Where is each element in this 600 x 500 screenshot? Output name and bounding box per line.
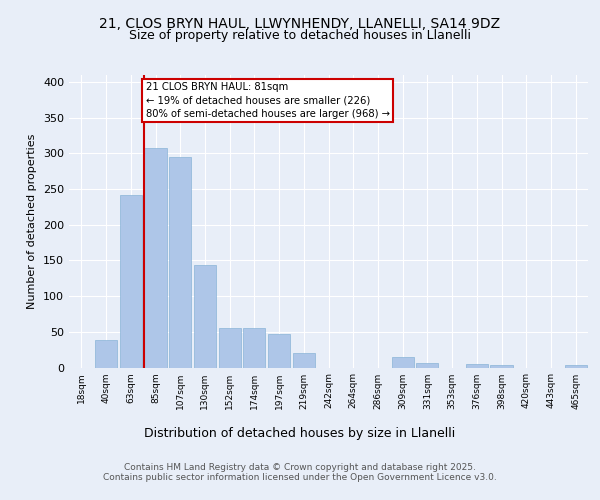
- Y-axis label: Number of detached properties: Number of detached properties: [28, 134, 37, 309]
- Bar: [392, 357, 414, 368]
- Bar: [145, 148, 167, 368]
- Bar: [565, 366, 587, 368]
- Text: Distribution of detached houses by size in Llanelli: Distribution of detached houses by size …: [145, 428, 455, 440]
- Text: Contains HM Land Registry data © Crown copyright and database right 2025.: Contains HM Land Registry data © Crown c…: [124, 462, 476, 471]
- Bar: [490, 366, 512, 368]
- Bar: [293, 353, 315, 368]
- Bar: [466, 364, 488, 368]
- Text: Size of property relative to detached houses in Llanelli: Size of property relative to detached ho…: [129, 29, 471, 42]
- Bar: [218, 328, 241, 368]
- Bar: [243, 328, 265, 368]
- Bar: [416, 362, 439, 368]
- Bar: [119, 195, 142, 368]
- Bar: [169, 157, 191, 368]
- Bar: [268, 334, 290, 368]
- Text: 21 CLOS BRYN HAUL: 81sqm
← 19% of detached houses are smaller (226)
80% of semi-: 21 CLOS BRYN HAUL: 81sqm ← 19% of detach…: [146, 82, 389, 118]
- Bar: [95, 340, 117, 367]
- Bar: [194, 266, 216, 368]
- Text: Contains public sector information licensed under the Open Government Licence v3: Contains public sector information licen…: [103, 472, 497, 482]
- Text: 21, CLOS BRYN HAUL, LLWYNHENDY, LLANELLI, SA14 9DZ: 21, CLOS BRYN HAUL, LLWYNHENDY, LLANELLI…: [100, 18, 500, 32]
